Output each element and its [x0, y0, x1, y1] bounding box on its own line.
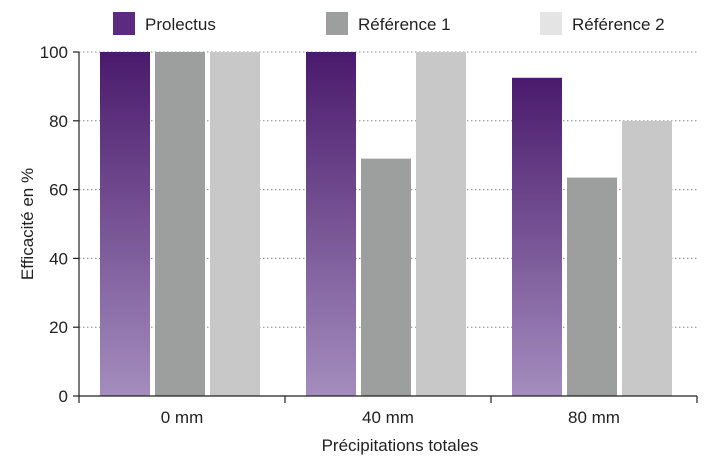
bars: [100, 52, 672, 397]
bar-r-f-rence-1-40mm: [361, 158, 411, 396]
y-tick-label: 20: [49, 318, 68, 337]
bar-r-f-rence-2-0mm: [210, 52, 260, 396]
x-tick-label: 0 mm: [161, 408, 204, 427]
x-axis-title: Précipitations totales: [322, 436, 479, 455]
bar-r-f-rence-1-0mm: [155, 52, 205, 396]
y-tick-label: 80: [49, 112, 68, 131]
legend: Prolectus Référence 1 Référence 2: [113, 12, 665, 35]
y-tick-label: 100: [40, 43, 68, 62]
legend-label-2: Référence 1: [358, 15, 451, 34]
legend-label-1: Prolectus: [145, 15, 216, 34]
bar-r-f-rence-1-80mm: [567, 177, 617, 396]
legend-swatch-1: [113, 12, 135, 35]
y-axis-title: Efficacité en %: [18, 168, 37, 280]
y-tick-label: 40: [49, 249, 68, 268]
bar-r-f-rence-2-80mm: [622, 120, 672, 397]
legend-swatch-2: [326, 12, 348, 35]
legend-label-3: Référence 2: [572, 15, 665, 34]
y-tick-label: 0: [59, 387, 68, 406]
bar-r-f-rence-2-40mm: [416, 52, 466, 396]
legend-swatch-3: [540, 12, 562, 35]
bar-prolectus-0mm: [100, 52, 150, 396]
y-tick-label: 60: [49, 181, 68, 200]
x-tick-label: 40 mm: [362, 408, 414, 427]
bar-prolectus-40mm: [306, 52, 356, 396]
x-tick-label: 80 mm: [568, 408, 620, 427]
axes: 0 20 40 60 80 100 0 mm 40 mm 80 mm: [40, 43, 698, 427]
bar-prolectus-80mm: [512, 77, 562, 397]
